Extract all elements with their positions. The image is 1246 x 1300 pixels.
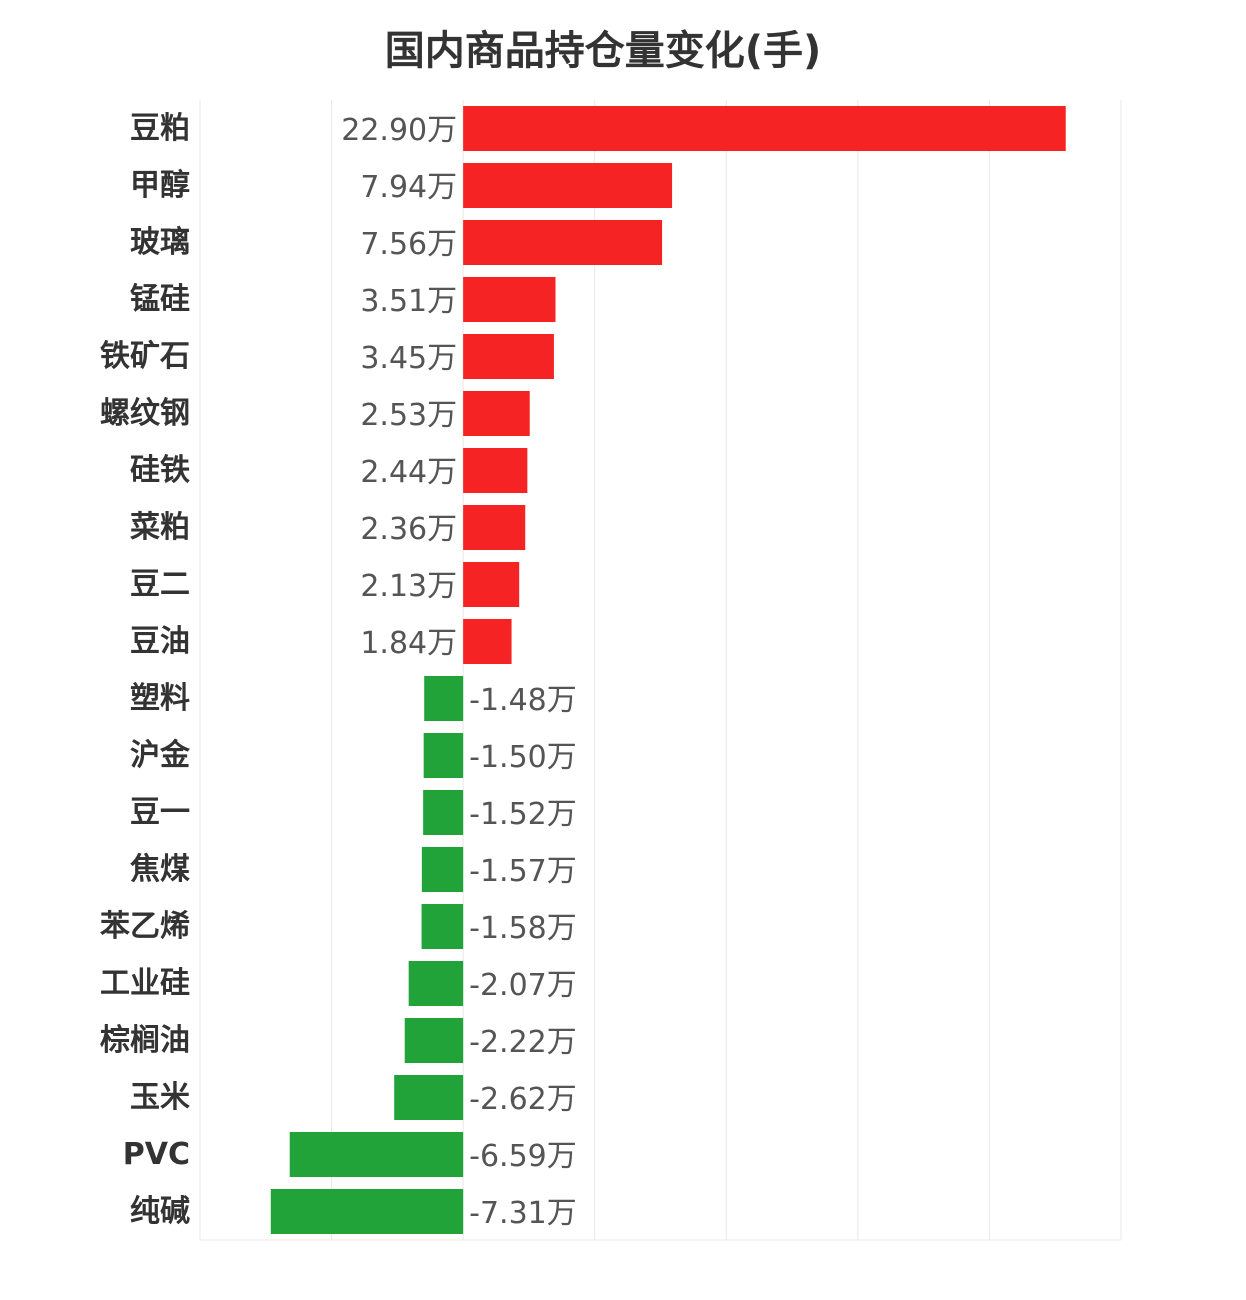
bar: [421, 846, 464, 893]
value-label: -1.50万: [469, 740, 577, 775]
bar: [408, 960, 464, 1007]
category-label: 塑料: [130, 681, 190, 716]
category-label: 锰硅: [130, 282, 190, 317]
value-label: -2.22万: [469, 1025, 577, 1060]
category-label: 苯乙烯: [100, 909, 190, 944]
category-label: 豆粕: [130, 111, 190, 146]
bar: [463, 276, 556, 323]
category-label: 菜粕: [130, 510, 190, 545]
category-label: 玻璃: [130, 225, 190, 260]
bar: [423, 789, 464, 836]
bar: [463, 219, 663, 266]
category-label: 豆一: [130, 795, 190, 830]
bar-layer: [270, 105, 1066, 1235]
value-label: 7.94万: [360, 170, 457, 205]
category-label: 沪金: [130, 738, 191, 773]
grid-layer: [199, 100, 1122, 1241]
bar: [463, 618, 512, 665]
category-label: 棕榈油: [100, 1023, 190, 1058]
value-label: 3.45万: [360, 341, 457, 376]
value-label: -1.57万: [469, 854, 577, 889]
category-label: 豆油: [130, 624, 190, 659]
value-label: 1.84万: [360, 626, 457, 661]
bar: [463, 390, 530, 437]
category-label: 铁矿石: [100, 339, 190, 374]
value-label: 3.51万: [360, 284, 457, 319]
bar: [394, 1074, 464, 1121]
category-label: 工业硅: [100, 966, 190, 1001]
category-label: 纯碱: [130, 1194, 190, 1229]
category-label: 玉米: [130, 1080, 190, 1115]
category-label: 甲醇: [130, 168, 190, 203]
bar: [463, 333, 554, 380]
value-label: -2.07万: [469, 968, 577, 1003]
category-label: 螺纹钢: [100, 396, 190, 431]
bar: [463, 105, 1066, 152]
category-label: 硅铁: [130, 453, 190, 488]
bar: [463, 162, 673, 209]
bar: [463, 504, 526, 551]
value-label: -2.62万: [469, 1082, 577, 1117]
value-label: 22.90万: [341, 113, 457, 148]
value-label: 2.13万: [360, 569, 457, 604]
value-label: -6.59万: [469, 1139, 577, 1174]
value-label: -1.48万: [469, 683, 577, 718]
category-label: PVC: [123, 1137, 190, 1172]
bar: [289, 1131, 464, 1178]
value-label: -1.58万: [469, 911, 577, 946]
bar: [404, 1017, 464, 1064]
value-label: -7.31万: [469, 1196, 577, 1231]
value-label: 2.44万: [360, 455, 457, 490]
bar: [424, 675, 464, 722]
value-label: -1.52万: [469, 797, 577, 832]
bar: [423, 732, 464, 779]
category-label: 焦煤: [130, 852, 190, 887]
value-label: 7.56万: [360, 227, 457, 262]
bar: [270, 1188, 464, 1235]
value-label: 2.36万: [360, 512, 457, 547]
bar: [463, 447, 528, 494]
bar: [421, 903, 464, 950]
bar: [463, 561, 520, 608]
value-label: 2.53万: [360, 398, 457, 433]
chart-title: 国内商品持仓量变化(手): [384, 28, 822, 74]
category-label: 豆二: [130, 567, 190, 602]
